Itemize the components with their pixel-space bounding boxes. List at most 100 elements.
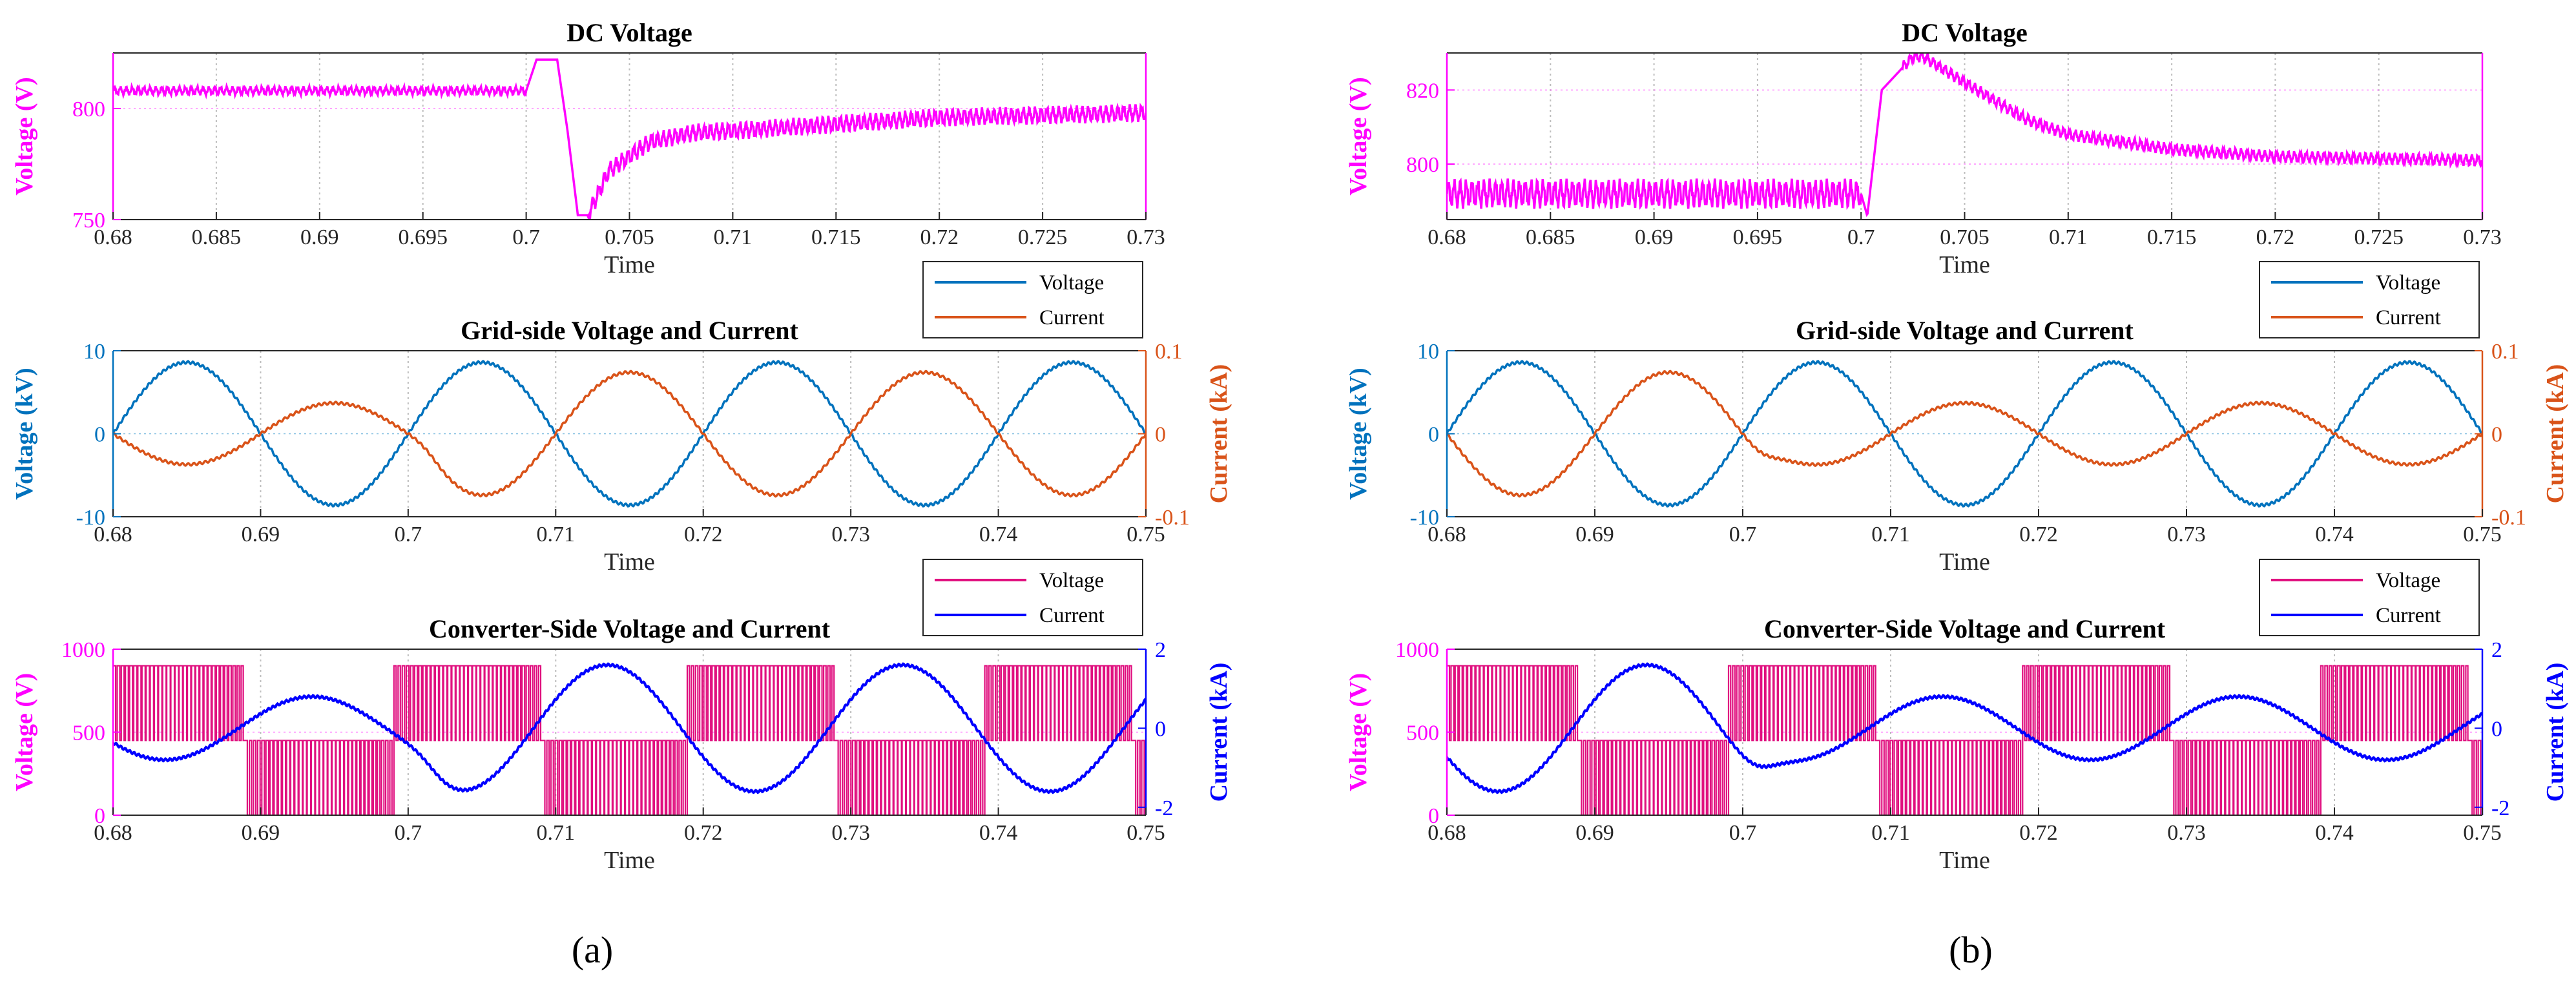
y-tick-label: 1000 [61, 638, 105, 662]
x-tick-label: 0.71 [537, 821, 576, 845]
x-tick-label: 0.715 [2147, 225, 2197, 249]
legend-box [922, 559, 1143, 636]
x-tick-label: 0.72 [2019, 523, 2058, 546]
x-tick-label: 0.69 [1575, 523, 1614, 546]
x-tick-label: 0.74 [2315, 821, 2354, 845]
series-converter-voltage [1447, 665, 2482, 815]
x-tick-label: 0.75 [2463, 523, 2502, 546]
series-dc-voltage [1447, 53, 2482, 217]
legend: Voltage Current [922, 559, 1143, 636]
y-tick-label: 820 [1406, 79, 1439, 103]
legend-label: Current [2376, 306, 2441, 329]
y-tick-label: 0 [1428, 423, 1439, 447]
x-tick-label: 0.68 [94, 225, 132, 249]
chart-b-grid: 0.68 0.69 0.7 0.71 0.72 0.73 0.74 0.75 -10 0 10 -0.… [1345, 261, 2569, 576]
x-tick-label: 0.68 [94, 523, 132, 546]
chart-b-dc: 0.68 0.685 0.69 0.695 0.7 0.705 0.71 0.715 0.72 0… [1345, 18, 2502, 278]
plot-area [1447, 53, 2482, 217]
y-tick-label: 0 [94, 423, 105, 447]
legend-label: Voltage [2376, 569, 2440, 592]
chart-title: Converter-Side Voltage and Current [429, 614, 831, 643]
y-tick-label: 500 [1406, 722, 1439, 745]
legend-label: Current [1039, 604, 1105, 627]
x-tick-label: 0.73 [2463, 225, 2502, 249]
x-tick-label: 0.725 [2354, 225, 2404, 249]
x-tick-label: 0.72 [2256, 225, 2295, 249]
x-tick-label: 0.705 [1940, 225, 1989, 249]
x-tick-label: 0.73 [831, 523, 870, 546]
x-tick-label: 0.68 [1428, 523, 1466, 546]
legend: Voltage Current [922, 261, 1143, 338]
x-tick-label: 0.715 [811, 225, 861, 249]
chart-title: DC Voltage [1902, 18, 2027, 47]
series-grid-current [113, 369, 1146, 498]
legend: Voltage Current [2259, 559, 2480, 636]
y-right-tick-label: 0 [2491, 717, 2502, 741]
y-tick-label: -10 [76, 506, 105, 530]
y-tick-label: 1000 [1395, 638, 1439, 662]
chart-title: Converter-Side Voltage and Current [1764, 614, 2166, 643]
y-right-tick-label: -0.1 [1155, 506, 1190, 530]
x-tick-label: 0.73 [2167, 821, 2206, 845]
x-tick-label: 0.74 [979, 821, 1018, 845]
y-axis-label: Voltage (V) [11, 77, 38, 195]
x-tick-label: 0.685 [192, 225, 242, 249]
x-axis-label: Time [1939, 548, 1990, 576]
x-axis-label: Time [1939, 847, 1990, 874]
legend-label: Voltage [1039, 271, 1104, 295]
plot-area [113, 58, 1146, 220]
legend-box [922, 261, 1143, 338]
y-axis-label: Voltage (V) [1345, 673, 1372, 791]
x-tick-label: 0.69 [242, 523, 280, 546]
x-tick-label: 0.68 [1428, 821, 1466, 845]
x-tick-label: 0.69 [300, 225, 339, 249]
x-tick-label: 0.705 [605, 225, 654, 249]
series-converter-voltage [113, 665, 1146, 815]
y-tick-label: 10 [1417, 340, 1439, 364]
legend-label: Current [2376, 604, 2441, 627]
chart-title: Grid-side Voltage and Current [1796, 316, 2134, 345]
y-right-tick-label: 0 [2491, 423, 2502, 447]
chart-a-grid: 0.68 0.69 0.7 0.71 0.72 0.73 0.74 0.75 -10 0 10 -0.… [11, 261, 1232, 576]
x-tick-label: 0.7 [395, 523, 422, 546]
legend-label: Current [1039, 306, 1105, 329]
x-tick-label: 0.73 [2167, 523, 2206, 546]
x-axis-label: Time [604, 251, 655, 278]
x-tick-label: 0.72 [684, 821, 723, 845]
x-tick-label: 0.7 [512, 225, 540, 249]
y-axis-label: Voltage (kV) [1345, 368, 1372, 499]
x-tick-label: 0.68 [1428, 225, 1466, 249]
chart-title: DC Voltage [566, 18, 692, 47]
x-axis-label: Time [604, 847, 655, 874]
x-tick-label: 0.7 [1847, 225, 1875, 249]
x-tick-label: 0.72 [2019, 821, 2058, 845]
y-axis-label: Voltage (V) [11, 673, 38, 791]
caption-b: (b) [1949, 929, 1993, 971]
legend-box [2259, 559, 2480, 636]
y-right-axis-label: Current (kA) [2542, 364, 2569, 504]
y-axis-label: Voltage (kV) [11, 368, 38, 499]
x-axis-label: Time [1939, 251, 1990, 278]
y-axis-label: Voltage (V) [1345, 77, 1372, 195]
chart-a-dc: 0.68 0.685 0.69 0.695 0.7 0.705 0.71 0.715 0.72 0… [11, 18, 1165, 278]
x-tick-label: 0.7 [1729, 523, 1757, 546]
y-right-tick-label: 2 [2491, 638, 2502, 662]
y-tick-label: 500 [72, 722, 105, 745]
x-tick-label: 0.73 [1127, 225, 1165, 249]
x-tick-label: 0.71 [1871, 523, 1910, 546]
x-tick-label: 0.73 [831, 821, 870, 845]
chart-a-conv: 0.68 0.69 0.7 0.71 0.72 0.73 0.74 0.75 0 500 1000 -… [11, 559, 1232, 874]
x-tick-label: 0.71 [2049, 225, 2088, 249]
series-grid-current [1447, 369, 2482, 498]
x-tick-label: 0.72 [684, 523, 723, 546]
plot-area [1447, 662, 2482, 815]
series-grid-voltage [113, 360, 1146, 508]
y-tick-label: 800 [1406, 153, 1439, 177]
x-tick-label: 0.75 [1127, 821, 1165, 845]
x-tick-label: 0.68 [94, 821, 132, 845]
plot-area [113, 360, 1146, 508]
y-right-tick-label: -2 [1155, 796, 1173, 820]
plot-area [1447, 360, 2482, 508]
legend-label: Voltage [2376, 271, 2440, 295]
